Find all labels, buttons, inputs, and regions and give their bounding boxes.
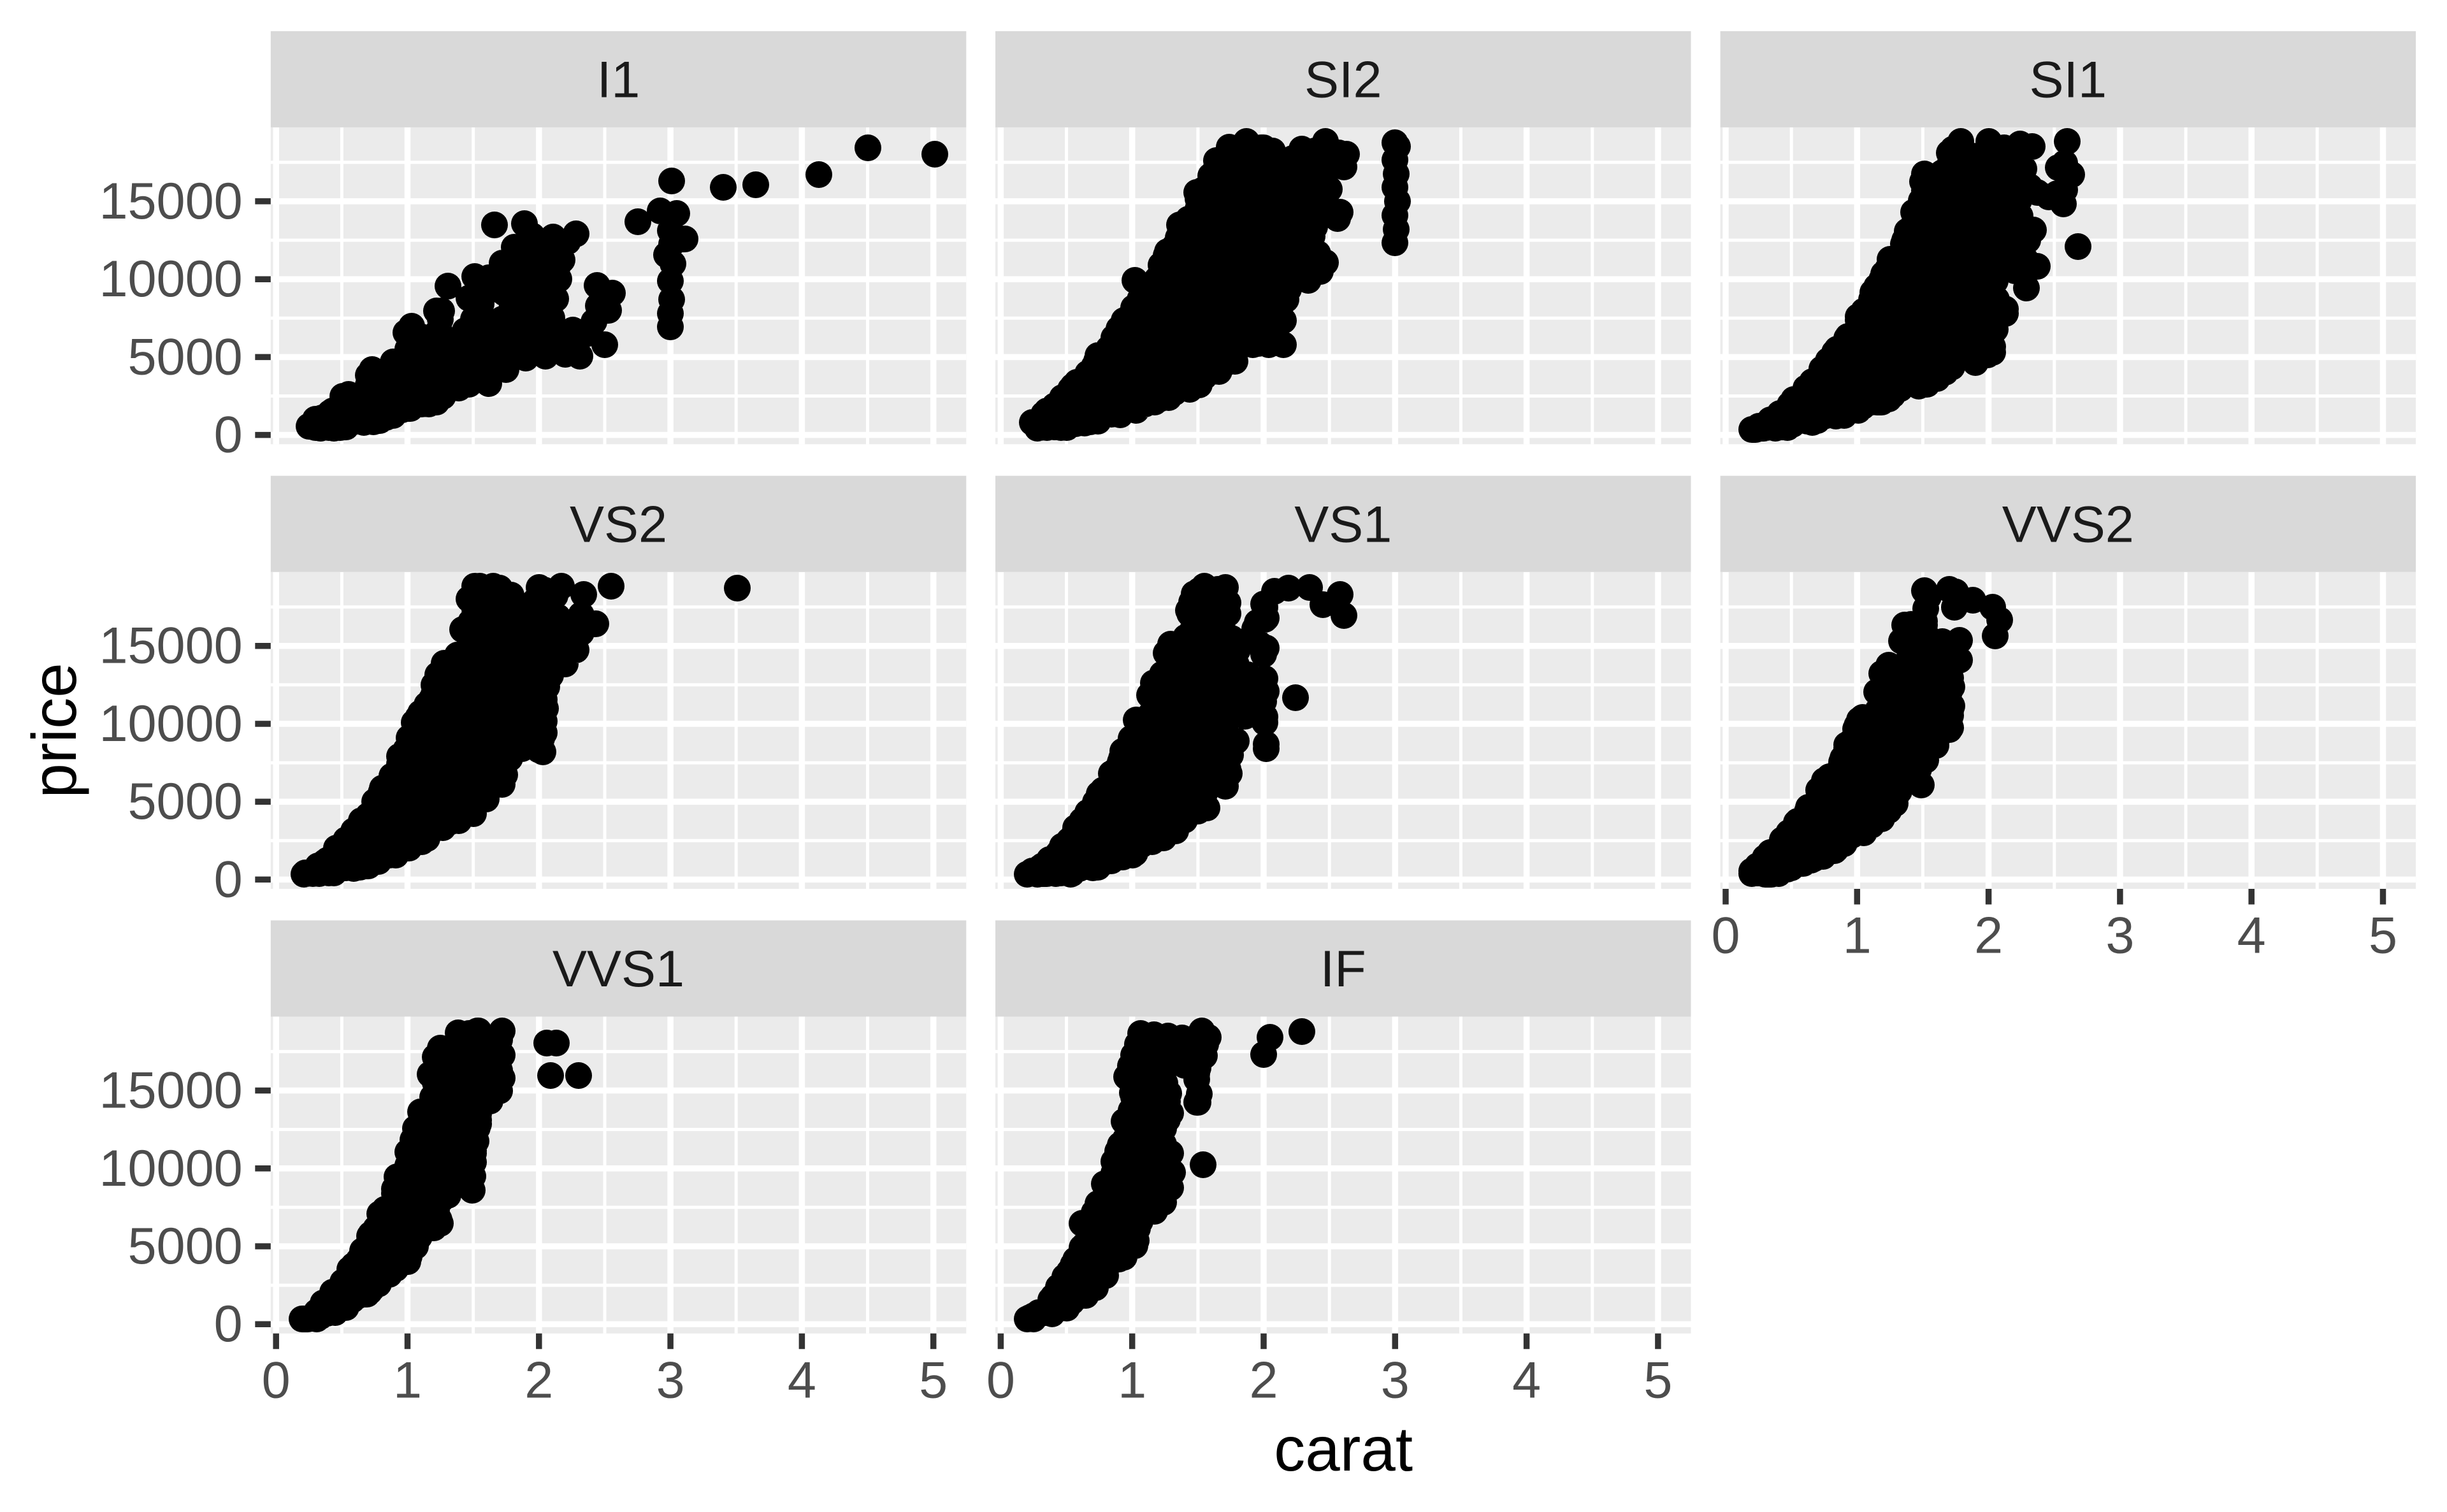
svg-text:10000: 10000 — [99, 250, 242, 308]
svg-text:15000: 15000 — [99, 173, 242, 230]
svg-text:0: 0 — [262, 1351, 291, 1409]
svg-text:IF: IF — [1320, 940, 1366, 998]
svg-text:3: 3 — [1381, 1351, 1410, 1409]
svg-text:4: 4 — [788, 1351, 816, 1409]
svg-text:I1: I1 — [597, 52, 640, 109]
svg-text:carat: carat — [1274, 1414, 1413, 1484]
svg-text:10000: 10000 — [99, 695, 242, 752]
svg-text:3: 3 — [656, 1351, 685, 1409]
svg-text:15000: 15000 — [99, 1062, 242, 1120]
svg-text:0: 0 — [214, 851, 243, 908]
svg-text:0: 0 — [1711, 907, 1740, 965]
svg-text:15000: 15000 — [99, 617, 242, 675]
svg-text:1: 1 — [1118, 1351, 1146, 1409]
svg-text:5000: 5000 — [127, 1218, 242, 1275]
svg-text:VS1: VS1 — [1294, 496, 1392, 553]
svg-text:0: 0 — [214, 407, 243, 464]
svg-text:VS2: VS2 — [570, 496, 667, 553]
svg-text:4: 4 — [2237, 907, 2266, 965]
svg-text:VVS1: VVS1 — [552, 940, 684, 998]
svg-text:2: 2 — [1974, 907, 2003, 965]
svg-text:SI2: SI2 — [1304, 52, 1382, 109]
svg-text:2: 2 — [1249, 1351, 1278, 1409]
svg-text:3: 3 — [2105, 907, 2134, 965]
svg-text:0: 0 — [986, 1351, 1015, 1409]
svg-text:2: 2 — [524, 1351, 553, 1409]
svg-text:5000: 5000 — [127, 328, 242, 385]
svg-text:10000: 10000 — [99, 1140, 242, 1197]
svg-text:price: price — [19, 663, 89, 798]
svg-text:5: 5 — [1643, 1351, 1672, 1409]
svg-text:0: 0 — [214, 1295, 243, 1353]
svg-text:VVS2: VVS2 — [2002, 496, 2134, 553]
svg-text:SI1: SI1 — [2030, 52, 2107, 109]
svg-text:4: 4 — [1512, 1351, 1541, 1409]
svg-text:1: 1 — [393, 1351, 422, 1409]
svg-text:5: 5 — [2369, 907, 2397, 965]
svg-text:1: 1 — [1843, 907, 1872, 965]
svg-text:5000: 5000 — [127, 773, 242, 830]
svg-text:5: 5 — [919, 1351, 948, 1409]
